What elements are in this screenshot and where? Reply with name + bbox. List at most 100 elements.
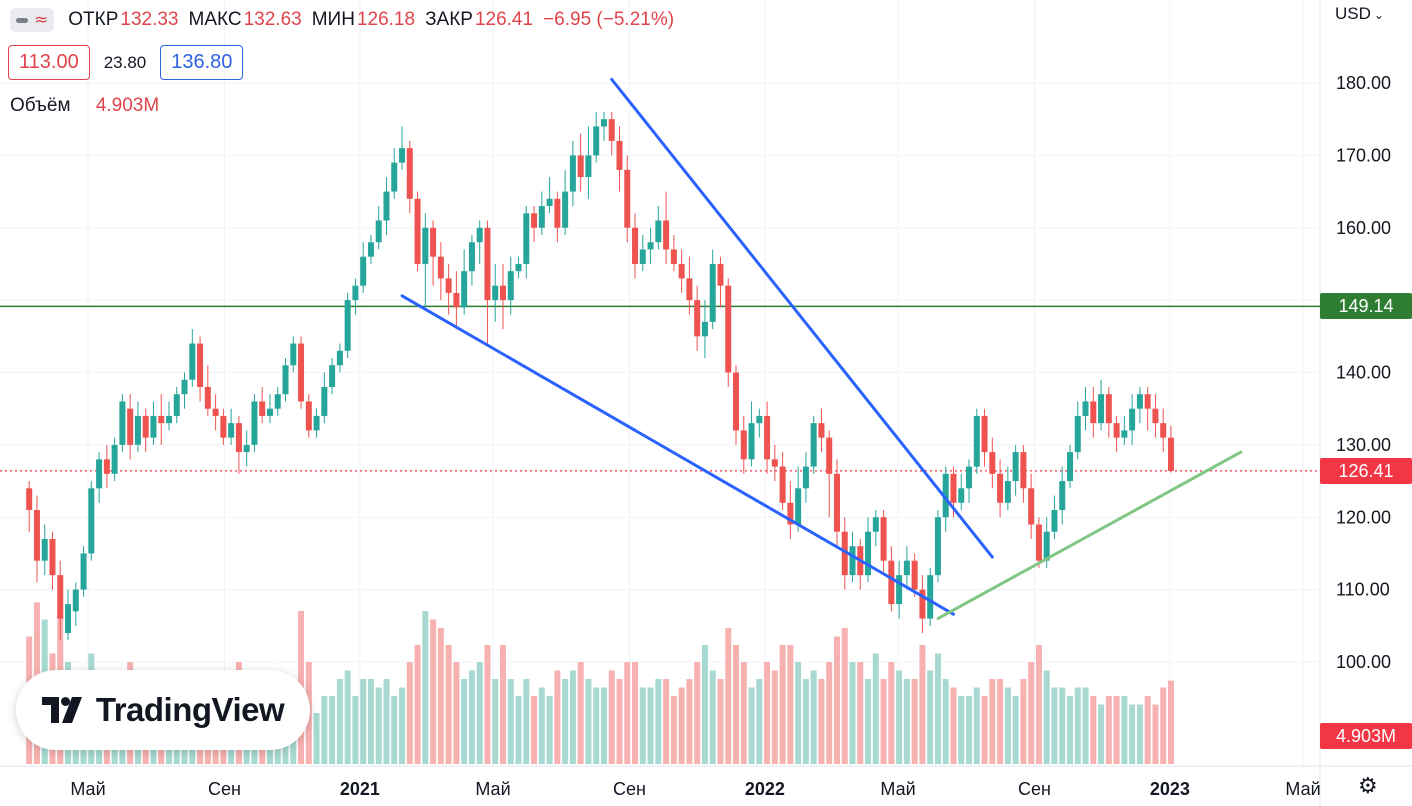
ohlc-legend: ≈ ОТКР 132.33 МАКС 132.63 МИН 126.18 ЗАК… [10, 8, 684, 32]
volume-bar [585, 679, 592, 764]
volume-bar [375, 687, 382, 764]
volume-bar [1113, 696, 1120, 764]
candle-body [973, 415, 980, 467]
volume-bar [950, 687, 957, 764]
candle-body [1090, 401, 1097, 424]
hide-legend-icon[interactable] [16, 17, 28, 23]
currency-selector[interactable]: USD ⌄ [1335, 4, 1384, 24]
volume-bar [383, 679, 390, 764]
volume-bar [1098, 704, 1105, 764]
candle-body [1129, 408, 1136, 431]
candle-body [375, 220, 382, 243]
volume-bar [1028, 662, 1035, 764]
candle-body [1098, 394, 1105, 424]
candle-body [1066, 452, 1073, 482]
volume-bar [647, 687, 654, 764]
volume-bar [1035, 645, 1042, 764]
volume-tag: 4.903M [1320, 723, 1412, 749]
candle-body [399, 148, 406, 163]
change-value: −6.95 (−5.21%) [543, 9, 675, 30]
spread-value: 23.80 [103, 52, 147, 72]
candle-body [367, 242, 374, 257]
candle-body [927, 575, 934, 619]
volume-bar [492, 679, 499, 764]
volume-bar [849, 662, 856, 764]
candle-body [833, 473, 840, 532]
volume-bar [360, 679, 367, 764]
volume-bar [934, 653, 941, 764]
candle-body [787, 502, 794, 525]
upper-wedge-trendline [610, 77, 994, 559]
volume-legend: Объём 4.903M [10, 95, 159, 117]
volume-bar [453, 662, 460, 764]
candle-body [531, 213, 538, 228]
candle-body [872, 517, 879, 532]
candle-body [461, 271, 468, 308]
candle-body [1082, 401, 1089, 416]
candle-body [336, 350, 343, 366]
candle-body [33, 510, 40, 561]
close-value: 126.41 [474, 9, 534, 30]
candle-body [476, 227, 483, 243]
candle-body [966, 466, 973, 489]
candle-body [26, 488, 33, 511]
volume-bar [779, 645, 786, 764]
candle-body [166, 415, 173, 424]
candle-body [771, 459, 778, 467]
chart-style-icon[interactable]: ≈ [34, 9, 49, 30]
tradingview-logo[interactable]: TradingView [16, 670, 310, 750]
volume-bar [367, 679, 374, 764]
candle-body [554, 198, 561, 228]
price-tick-label: 160.00 [1336, 218, 1391, 238]
low-label: МИН [311, 9, 355, 30]
candle-body [942, 473, 949, 518]
volume-bar [880, 679, 887, 764]
last-price-tag: 126.41 [1320, 458, 1412, 484]
candle-body [290, 343, 297, 366]
volume-bar [1152, 704, 1159, 764]
volume-value: 4.903M [95, 95, 160, 116]
candle-body [663, 220, 670, 250]
volume-bar [670, 696, 677, 764]
volume-bar [1059, 687, 1066, 764]
candle-body [352, 285, 359, 301]
candle-body [1074, 415, 1081, 453]
volume-bar [694, 662, 701, 764]
buy-price-button[interactable]: 136.80 [160, 45, 244, 80]
time-tick-label: 2022 [745, 779, 785, 799]
volume-bar [725, 628, 732, 764]
candle-body [259, 401, 266, 416]
volume-bar [562, 679, 569, 764]
legend-toggle[interactable]: ≈ [10, 8, 55, 32]
volume-bar [1144, 696, 1151, 764]
volume-bar [593, 687, 600, 764]
candle-body [810, 423, 817, 467]
candle-body [173, 394, 180, 416]
candle-body [911, 560, 918, 590]
candle-body [958, 488, 965, 503]
time-tick-label: Май [880, 779, 915, 799]
candle-body [632, 227, 639, 264]
candle-body [142, 415, 149, 438]
sell-price-button[interactable]: 113.00 [8, 45, 90, 80]
settings-gear-icon[interactable]: ⚙ [1358, 774, 1378, 799]
candle-body [243, 444, 250, 453]
candle-body [849, 546, 856, 576]
candle-body [989, 452, 996, 474]
volume-bar [896, 670, 903, 764]
volume-bar [1105, 696, 1112, 764]
volume-bar [1004, 687, 1011, 764]
support-trendline [936, 450, 1243, 621]
volume-bar [632, 662, 639, 764]
candle-body [49, 538, 56, 576]
volume-bar [515, 696, 522, 764]
volume-bar [1121, 696, 1128, 764]
candle-body [220, 415, 227, 438]
volume-bar [826, 662, 833, 764]
candle-body [197, 343, 204, 387]
candle-body [888, 560, 895, 605]
candle-body [72, 589, 79, 612]
volume-bar [997, 679, 1004, 764]
candle-body [639, 249, 646, 264]
level-price-tag: 149.14 [1320, 293, 1412, 319]
